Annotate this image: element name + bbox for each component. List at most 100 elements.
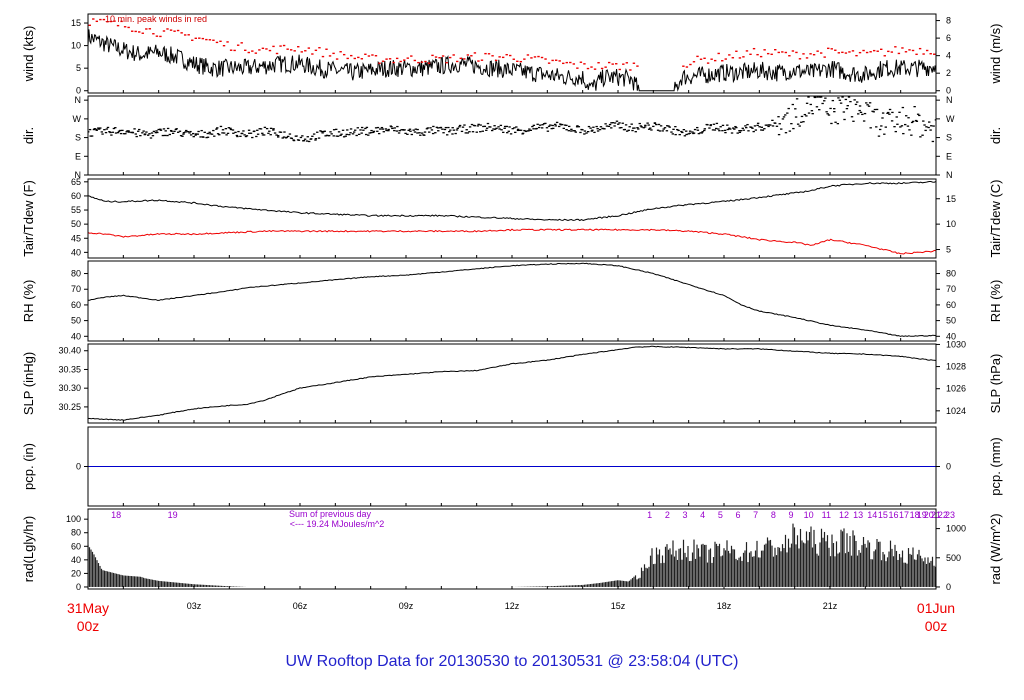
dir-right-axis-label: dir. bbox=[988, 127, 1003, 144]
temp-left-tick-label: 60 bbox=[71, 191, 81, 201]
wind-left-axis-label: wind (kts) bbox=[21, 26, 36, 83]
dir-frame bbox=[87, 95, 937, 176]
start-hour-label: 00z bbox=[77, 618, 100, 634]
slp-panel: 30.25 30.30 30.35 30.40 1024 1026 1028 1030 SLP … bbox=[21, 339, 1003, 424]
rad-hour-label: 13 bbox=[853, 510, 863, 520]
temp-series-1-line bbox=[88, 181, 936, 222]
rh-right-tick-label: 60 bbox=[946, 300, 956, 310]
rad-left-tick-label: 80 bbox=[71, 528, 81, 538]
dir-right-tick-label: E bbox=[946, 151, 952, 161]
temp-series-2-line bbox=[88, 228, 936, 255]
rad-hour-label: 1 bbox=[647, 510, 652, 520]
rad-hour-label: 18 bbox=[111, 510, 121, 520]
wind-panel: 0 5 10 15 0 2 4 6 8 wind (kts) wind (m/s) 10 min. p… bbox=[21, 13, 1003, 96]
temp-left-tick-label: 50 bbox=[71, 219, 81, 229]
wind-right-tick-label: 0 bbox=[946, 86, 951, 96]
slp-left-axis-label: SLP (inHg) bbox=[21, 352, 36, 415]
rad-hour-label: 9 bbox=[788, 510, 793, 520]
rh-left-tick-label: 80 bbox=[71, 269, 81, 279]
rad-hour-label: 17 bbox=[899, 510, 909, 520]
pcp-left-axis-label: pcp. (in) bbox=[21, 443, 36, 490]
dir-left-tick-label: N bbox=[75, 95, 82, 105]
rh-panel: 40 50 60 70 80 40 50 60 70 80 RH (%) RH (%) bbox=[21, 260, 1003, 342]
hour-tick-label: 06z bbox=[293, 601, 308, 611]
rad-right-tick-label: 0 bbox=[946, 582, 951, 592]
temp-panel: 40 45 50 55 60 65 5 10 15 Tair/Tdew (F) Tair/Tdew … bbox=[21, 177, 1003, 259]
rh-right-tick-label: 40 bbox=[946, 331, 956, 341]
start-day-label: 31May bbox=[67, 600, 109, 616]
rad-annotation-2: <--- 19.24 MJoules/m^2 bbox=[290, 519, 385, 529]
rad-hour-label: 11 bbox=[822, 510, 831, 520]
hour-tick-label: 09z bbox=[399, 601, 414, 611]
rh-right-tick-label: 80 bbox=[946, 269, 956, 279]
dir-left-tick-label: W bbox=[73, 114, 82, 124]
rad-hour-label: 21 bbox=[931, 510, 941, 520]
wind-left-tick-label: 10 bbox=[71, 41, 81, 51]
dir-series-group bbox=[88, 96, 936, 143]
rad-hour-label: 14 bbox=[867, 510, 877, 520]
hour-tick-label: 21z bbox=[823, 601, 838, 611]
dir-right-tick-label: N bbox=[946, 95, 953, 105]
slp-frame bbox=[87, 343, 937, 424]
footer-title: UW Rooftop Data for 20130530 to 20130531… bbox=[286, 653, 739, 670]
rh-left-tick-label: 60 bbox=[71, 300, 81, 310]
rad-left-tick-label: 100 bbox=[66, 514, 81, 524]
rad-hour-label: 4 bbox=[700, 510, 705, 520]
rh-right-tick-label: 70 bbox=[946, 284, 956, 294]
rad-hour-label: 3 bbox=[682, 510, 687, 520]
rad-hour-label: 5 bbox=[718, 510, 723, 520]
rad-hour-label: 19 bbox=[168, 510, 178, 520]
rad-hour-label: 22 bbox=[938, 510, 948, 520]
rad-hour-label: 6 bbox=[735, 510, 740, 520]
rad-hour-label: 20 bbox=[924, 510, 934, 520]
temp-right-axis-label: Tair/Tdew (C) bbox=[988, 179, 1003, 257]
wind-series-group bbox=[88, 18, 936, 92]
wind-right-tick-label: 8 bbox=[946, 16, 951, 26]
rad-hour-label: 18 bbox=[910, 510, 920, 520]
hour-tick-label: 18z bbox=[717, 601, 732, 611]
rh-left-tick-label: 50 bbox=[71, 316, 81, 326]
rh-right-axis-label: RH (%) bbox=[988, 280, 1003, 323]
pcp-panel: 0 0 pcp. (in) pcp. (mm) bbox=[21, 426, 1003, 507]
rh-series-1-line bbox=[88, 262, 936, 337]
pcp-right-axis-label: pcp. (mm) bbox=[988, 437, 1003, 496]
slp-right-tick-label: 1024 bbox=[946, 406, 966, 416]
temp-left-tick-label: 55 bbox=[71, 205, 81, 215]
rad-right-axis-label: rad (W/m^2) bbox=[988, 513, 1003, 584]
pcp-left-tick-label: 0 bbox=[76, 462, 81, 472]
temp-left-tick-label: 40 bbox=[71, 247, 81, 257]
slp-series-1-line bbox=[88, 345, 936, 421]
rad-hour-label: 23 bbox=[945, 510, 955, 520]
rh-left-tick-label: 70 bbox=[71, 284, 81, 294]
wind-right-tick-label: 6 bbox=[946, 33, 951, 43]
rad-left-tick-label: 60 bbox=[71, 541, 81, 551]
rad-frame bbox=[87, 508, 937, 590]
end-day-label: 01Jun bbox=[917, 600, 955, 616]
rad-hour-label: 15 bbox=[878, 510, 888, 520]
dir-right-tick-label: N bbox=[946, 170, 953, 180]
rad-hour-label: 19 bbox=[917, 510, 927, 520]
time-axis: 31May 00z 01Jun 00z 03z 06z 09z 12z 15z 18z 21… bbox=[67, 600, 955, 634]
wind-frame bbox=[87, 13, 937, 94]
wind-left-tick-label: 0 bbox=[76, 86, 81, 96]
wind-left-tick-label: 15 bbox=[71, 18, 81, 28]
rh-left-axis-label: RH (%) bbox=[21, 280, 36, 323]
dir-left-tick-label: E bbox=[75, 151, 81, 161]
wind-right-tick-label: 4 bbox=[946, 51, 951, 61]
hour-tick-label: 03z bbox=[187, 601, 202, 611]
slp-right-axis-label: SLP (hPa) bbox=[988, 354, 1003, 414]
slp-left-tick-label: 30.40 bbox=[58, 346, 81, 356]
slp-right-tick-label: 1026 bbox=[946, 384, 966, 394]
temp-left-tick-label: 45 bbox=[71, 233, 81, 243]
dir-left-axis-label: dir. bbox=[21, 127, 36, 144]
temp-right-tick-label: 15 bbox=[946, 194, 956, 204]
slp-left-tick-label: 30.30 bbox=[58, 383, 81, 393]
slp-right-tick-label: 1028 bbox=[946, 362, 966, 372]
wind-right-tick-label: 2 bbox=[946, 68, 951, 78]
rad-hour-label: 2 bbox=[665, 510, 670, 520]
dir-right-tick-label: W bbox=[946, 114, 955, 124]
